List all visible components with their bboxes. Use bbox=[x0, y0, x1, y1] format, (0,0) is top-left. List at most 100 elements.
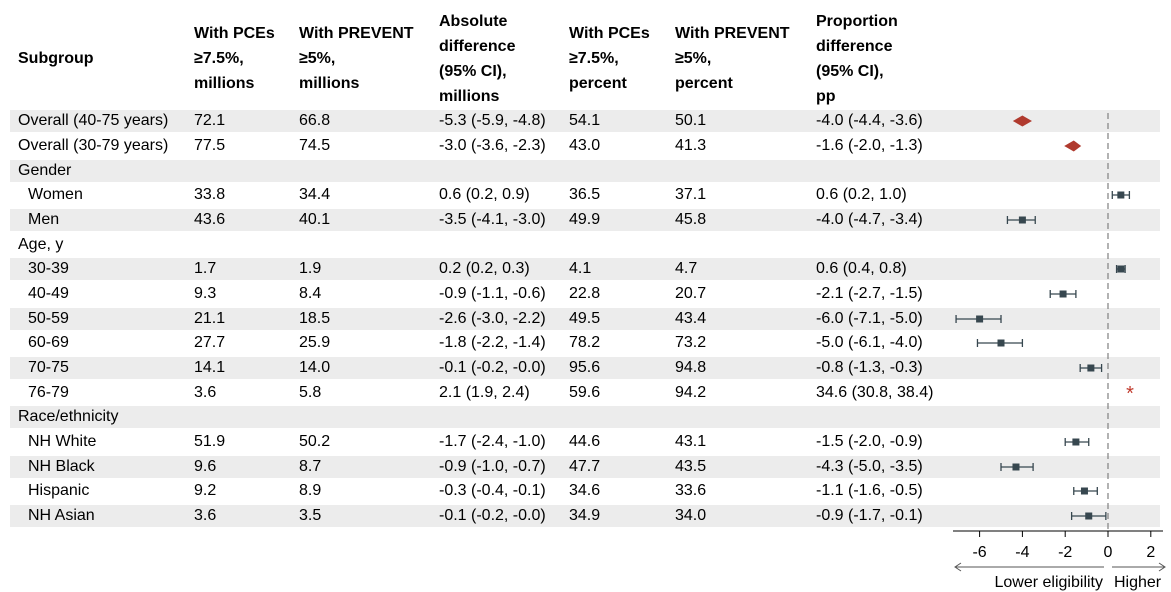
proportion-difference: -5.0 (-6.1, -4.0) bbox=[816, 334, 923, 351]
point-estimate bbox=[1012, 463, 1020, 471]
section-heading: Age, y bbox=[18, 236, 64, 253]
proportion-difference: -4.0 (-4.7, -3.4) bbox=[816, 211, 923, 228]
proportion-difference: -4.0 (-4.4, -3.6) bbox=[816, 112, 923, 129]
proportion-difference: -1.5 (-2.0, -0.9) bbox=[816, 433, 923, 450]
higher-arrow-head bbox=[1158, 562, 1166, 572]
pce-millions: 43.6 bbox=[194, 211, 226, 228]
prevent-percent: 33.6 bbox=[675, 482, 707, 499]
pce-percent: 43.0 bbox=[569, 137, 601, 154]
pce-millions: 3.6 bbox=[194, 384, 217, 401]
header-line: ≥5%, bbox=[675, 50, 712, 67]
absolute-difference: -1.7 (-2.4, -1.0) bbox=[439, 433, 546, 450]
header-line: With PCEs bbox=[569, 25, 650, 42]
pce-percent: 34.9 bbox=[569, 507, 601, 524]
proportion-difference: -1.1 (-1.6, -0.5) bbox=[816, 482, 923, 499]
pce-percent: 78.2 bbox=[569, 334, 601, 351]
prevent-millions: 3.5 bbox=[299, 507, 322, 524]
proportion-difference: -6.0 (-7.1, -5.0) bbox=[816, 310, 923, 327]
pce-millions: 9.2 bbox=[194, 482, 217, 499]
x-tick-label: -6 bbox=[972, 544, 986, 561]
table-row-women: Women 33.8 34.4 0.6 (0.2, 0.9) 36.5 37.1… bbox=[10, 184, 1160, 206]
point-estimate bbox=[1080, 487, 1088, 495]
table-row-nh-black: NH Black 9.6 8.7 -0.9 (-1.0, -0.7) 47.7 … bbox=[10, 456, 1160, 478]
estimate-diamond bbox=[1012, 115, 1032, 127]
header-line: Subgroup bbox=[18, 50, 94, 67]
x-tick-label: -4 bbox=[1015, 544, 1029, 561]
pce-millions: 1.7 bbox=[194, 260, 217, 277]
table-row-nh-white: NH White 51.9 50.2 -1.7 (-2.4, -1.0) 44.… bbox=[10, 431, 1160, 453]
proportion-difference: 0.6 (0.4, 0.8) bbox=[816, 260, 907, 277]
header-line: ≥7.5%, bbox=[194, 50, 244, 67]
subgroup-label: Men bbox=[28, 211, 60, 228]
subgroup-label: NH Asian bbox=[28, 507, 95, 524]
table-row-age-heading: Age, y bbox=[10, 234, 1160, 256]
lower-arrow-head bbox=[954, 562, 962, 572]
pce-percent: 95.6 bbox=[569, 359, 601, 376]
table-row-age-30-39: 30-39 1.7 1.9 0.2 (0.2, 0.3) 4.1 4.7 0.6… bbox=[10, 258, 1160, 280]
pce-millions: 72.1 bbox=[194, 112, 226, 129]
header-line: difference bbox=[439, 38, 516, 55]
point-estimate bbox=[997, 339, 1005, 347]
prevent-percent: 20.7 bbox=[675, 285, 707, 302]
absolute-difference: -5.3 (-5.9, -4.8) bbox=[439, 112, 546, 129]
header-line: ≥5%, bbox=[299, 50, 336, 67]
pce-millions: 3.6 bbox=[194, 507, 217, 524]
proportion-difference: -0.9 (-1.7, -0.1) bbox=[816, 507, 923, 524]
higher-eligibility-label: Higher bbox=[1114, 574, 1162, 591]
header-line: With PREVENT bbox=[299, 25, 414, 42]
table-row-age-60-69: 60-69 27.7 25.9 -1.8 (-2.2, -1.4) 78.2 7… bbox=[10, 332, 1160, 354]
header-line: percent bbox=[675, 75, 733, 92]
header-line: millions bbox=[439, 88, 500, 105]
subgroup-label: NH Black bbox=[28, 458, 95, 475]
table-row-age-50-59: 50-59 21.1 18.5 -2.6 (-3.0, -2.2) 49.5 4… bbox=[10, 308, 1160, 330]
header-line: millions bbox=[299, 75, 360, 92]
pce-percent: 22.8 bbox=[569, 285, 601, 302]
table-row-age-76-79: 76-79 3.6 5.8 2.1 (1.9, 2.4) 59.6 94.2 3… bbox=[10, 382, 1160, 404]
header-pce-percent: With PCEs ≥7.5%, percent bbox=[569, 21, 650, 96]
prevent-millions: 25.9 bbox=[299, 334, 331, 351]
table-row-overall-40-75: Overall (40-75 years) 72.1 66.8 -5.3 (-5… bbox=[10, 110, 1160, 132]
prevent-millions: 74.5 bbox=[299, 137, 331, 154]
prevent-millions: 1.9 bbox=[299, 260, 322, 277]
point-estimate bbox=[1018, 216, 1026, 224]
header-prevent-percent: With PREVENT ≥5%, percent bbox=[675, 21, 790, 96]
header-line: With PCEs bbox=[194, 25, 275, 42]
absolute-difference: 0.6 (0.2, 0.9) bbox=[439, 186, 530, 203]
subgroup-label: 76-79 bbox=[28, 384, 69, 401]
pce-millions: 51.9 bbox=[194, 433, 226, 450]
out-of-range-marker: * bbox=[1126, 383, 1134, 405]
header-line: pp bbox=[816, 88, 836, 105]
point-estimate bbox=[1117, 191, 1125, 199]
proportion-difference: -4.3 (-5.0, -3.5) bbox=[816, 458, 923, 475]
prevent-millions: 5.8 bbox=[299, 384, 322, 401]
pce-percent: 34.6 bbox=[569, 482, 601, 499]
prevent-percent: 37.1 bbox=[675, 186, 707, 203]
point-estimate bbox=[1085, 512, 1093, 520]
table-row-age-70-75: 70-75 14.1 14.0 -0.1 (-0.2, -0.0) 95.6 9… bbox=[10, 357, 1160, 379]
point-estimate bbox=[1059, 290, 1067, 298]
absolute-difference: -0.1 (-0.2, -0.0) bbox=[439, 359, 546, 376]
pce-percent: 54.1 bbox=[569, 112, 601, 129]
pce-millions: 33.8 bbox=[194, 186, 226, 203]
x-tick-label: -2 bbox=[1058, 544, 1072, 561]
prevent-percent: 94.2 bbox=[675, 384, 707, 401]
prevent-millions: 18.5 bbox=[299, 310, 331, 327]
proportion-difference: 0.6 (0.2, 1.0) bbox=[816, 186, 907, 203]
prevent-millions: 50.2 bbox=[299, 433, 331, 450]
pce-millions: 27.7 bbox=[194, 334, 226, 351]
pce-percent: 59.6 bbox=[569, 384, 601, 401]
absolute-difference: 2.1 (1.9, 2.4) bbox=[439, 384, 530, 401]
table-row-nh-asian: NH Asian 3.6 3.5 -0.1 (-0.2, -0.0) 34.9 … bbox=[10, 505, 1160, 527]
prevent-percent: 43.4 bbox=[675, 310, 707, 327]
proportion-difference: -2.1 (-2.7, -1.5) bbox=[816, 285, 923, 302]
point-estimate bbox=[1087, 364, 1095, 372]
prevent-percent: 4.7 bbox=[675, 260, 698, 277]
pce-percent: 47.7 bbox=[569, 458, 601, 475]
absolute-difference: -3.0 (-3.6, -2.3) bbox=[439, 137, 546, 154]
prevent-millions: 34.4 bbox=[299, 186, 331, 203]
prevent-millions: 40.1 bbox=[299, 211, 331, 228]
header-proportion-difference: Proportion difference (95% CI), pp bbox=[816, 9, 898, 109]
header-line: ≥7.5%, bbox=[569, 50, 619, 67]
header-subgroup: Subgroup bbox=[18, 46, 94, 71]
